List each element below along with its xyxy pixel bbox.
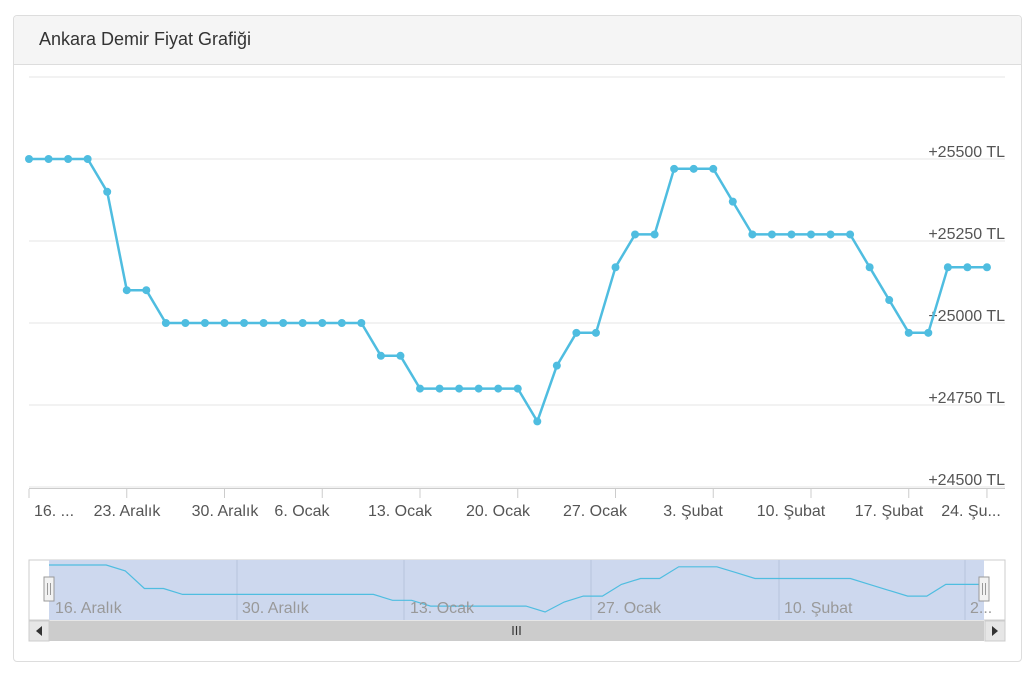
data-point: [846, 230, 855, 239]
data-point: [709, 164, 718, 173]
handle-body: [43, 576, 55, 602]
data-point: [181, 319, 190, 327]
data-point: [982, 263, 991, 272]
navigator-right-handle[interactable]: [978, 576, 990, 602]
navigator-label: 13. Ocak: [410, 600, 475, 617]
data-point: [885, 296, 894, 305]
data-point: [83, 155, 92, 163]
navigator-label: 16. Aralık: [55, 600, 123, 617]
data-point: [631, 230, 640, 239]
data-point: [572, 328, 581, 337]
x-tick-label: 10. Şubat: [757, 503, 826, 520]
data-point: [396, 351, 405, 360]
data-point: [513, 384, 522, 393]
scrollbar[interactable]: [28, 620, 1006, 642]
data-point: [807, 230, 815, 239]
data-point: [591, 328, 600, 337]
x-tick-label: 27. Ocak: [563, 503, 628, 520]
navigator-label: 27. Ocak: [597, 600, 662, 617]
x-tick-label: 30. Aralık: [192, 503, 260, 520]
data-point: [435, 384, 444, 393]
y-tick-label: +25250 TL: [928, 226, 1005, 243]
grid-layer: [29, 76, 1005, 488]
x-tick-label: 20. Ocak: [466, 503, 531, 520]
data-point: [337, 319, 346, 327]
data-point: [122, 286, 131, 295]
data-point: [240, 319, 249, 327]
handle-body: [978, 576, 990, 602]
data-point: [494, 384, 503, 393]
data-point: [142, 286, 151, 295]
data-point: [161, 319, 170, 327]
navigator-label: 2...: [970, 600, 992, 617]
data-point: [904, 328, 913, 337]
navigator-series-line: [49, 564, 984, 613]
x-tick-label: 23. Aralık: [94, 503, 162, 520]
data-point: [787, 230, 796, 239]
series-line: [29, 157, 987, 423]
data-point: [279, 319, 288, 327]
data-point: [924, 328, 933, 337]
data-point: [376, 351, 385, 360]
data-point: [767, 230, 776, 239]
data-point: [455, 384, 464, 393]
data-point: [670, 164, 679, 173]
chart-panel: Ankara Demir Fiyat Grafiği: [13, 15, 1022, 662]
data-point: [25, 155, 33, 163]
data-point: [298, 319, 307, 327]
series-layer: [25, 155, 991, 426]
data-point: [64, 155, 73, 163]
data-point: [611, 263, 620, 272]
x-tick-label: 3. Şubat: [663, 503, 723, 520]
chevron-right-icon: [992, 626, 998, 636]
panel-title: Ankara Demir Fiyat Grafiği: [39, 29, 252, 49]
navigator-label: 10. Şubat: [784, 600, 853, 617]
navigator[interactable]: 16. Aralık 30. Aralık 13. Ocak 27. Ocak 10. …: [28, 559, 1006, 621]
x-tick-label: 13. Ocak: [368, 503, 433, 520]
data-point: [650, 230, 659, 239]
data-point: [318, 319, 327, 327]
y-tick-label: +24500 TL: [928, 472, 1005, 489]
data-point: [533, 417, 542, 426]
data-point: [963, 263, 972, 272]
data-point: [259, 319, 268, 327]
data-point: [103, 187, 112, 196]
x-tick-label: 24. Şu...: [941, 503, 1001, 520]
data-point: [44, 155, 53, 163]
data-point: [689, 164, 698, 173]
chevron-left-icon: [36, 626, 42, 636]
data-point: [943, 263, 952, 272]
navigator-left-handle[interactable]: [43, 576, 55, 602]
data-point: [200, 319, 209, 327]
y-tick-label: +25000 TL: [928, 308, 1005, 325]
navigator-selection: [49, 560, 984, 620]
panel-heading: Ankara Demir Fiyat Grafiği: [14, 16, 1021, 65]
y-tick-label: +24750 TL: [928, 390, 1005, 407]
x-tick-label: 6. Ocak: [274, 503, 330, 520]
navigator-label: 30. Aralık: [242, 600, 310, 617]
y-tick-label: +25500 TL: [928, 144, 1005, 161]
data-point: [552, 361, 561, 370]
data-point: [474, 384, 483, 393]
data-point: [416, 384, 424, 393]
data-point: [826, 230, 835, 239]
x-tick-label: 17. Şubat: [855, 503, 924, 520]
data-point: [865, 263, 874, 272]
data-point: [357, 319, 366, 327]
data-point: [220, 319, 229, 327]
y-axis-labels: +24500 TL +24750 TL +25000 TL +25250 TL +255…: [928, 144, 1005, 489]
x-tick-label: 16. ...: [34, 503, 74, 520]
data-point: [748, 230, 757, 239]
data-point: [728, 197, 737, 206]
x-axis: 16. ... 23. Aralık 30. Aralık 6. Ocak 13. Oc…: [28, 488, 1005, 520]
